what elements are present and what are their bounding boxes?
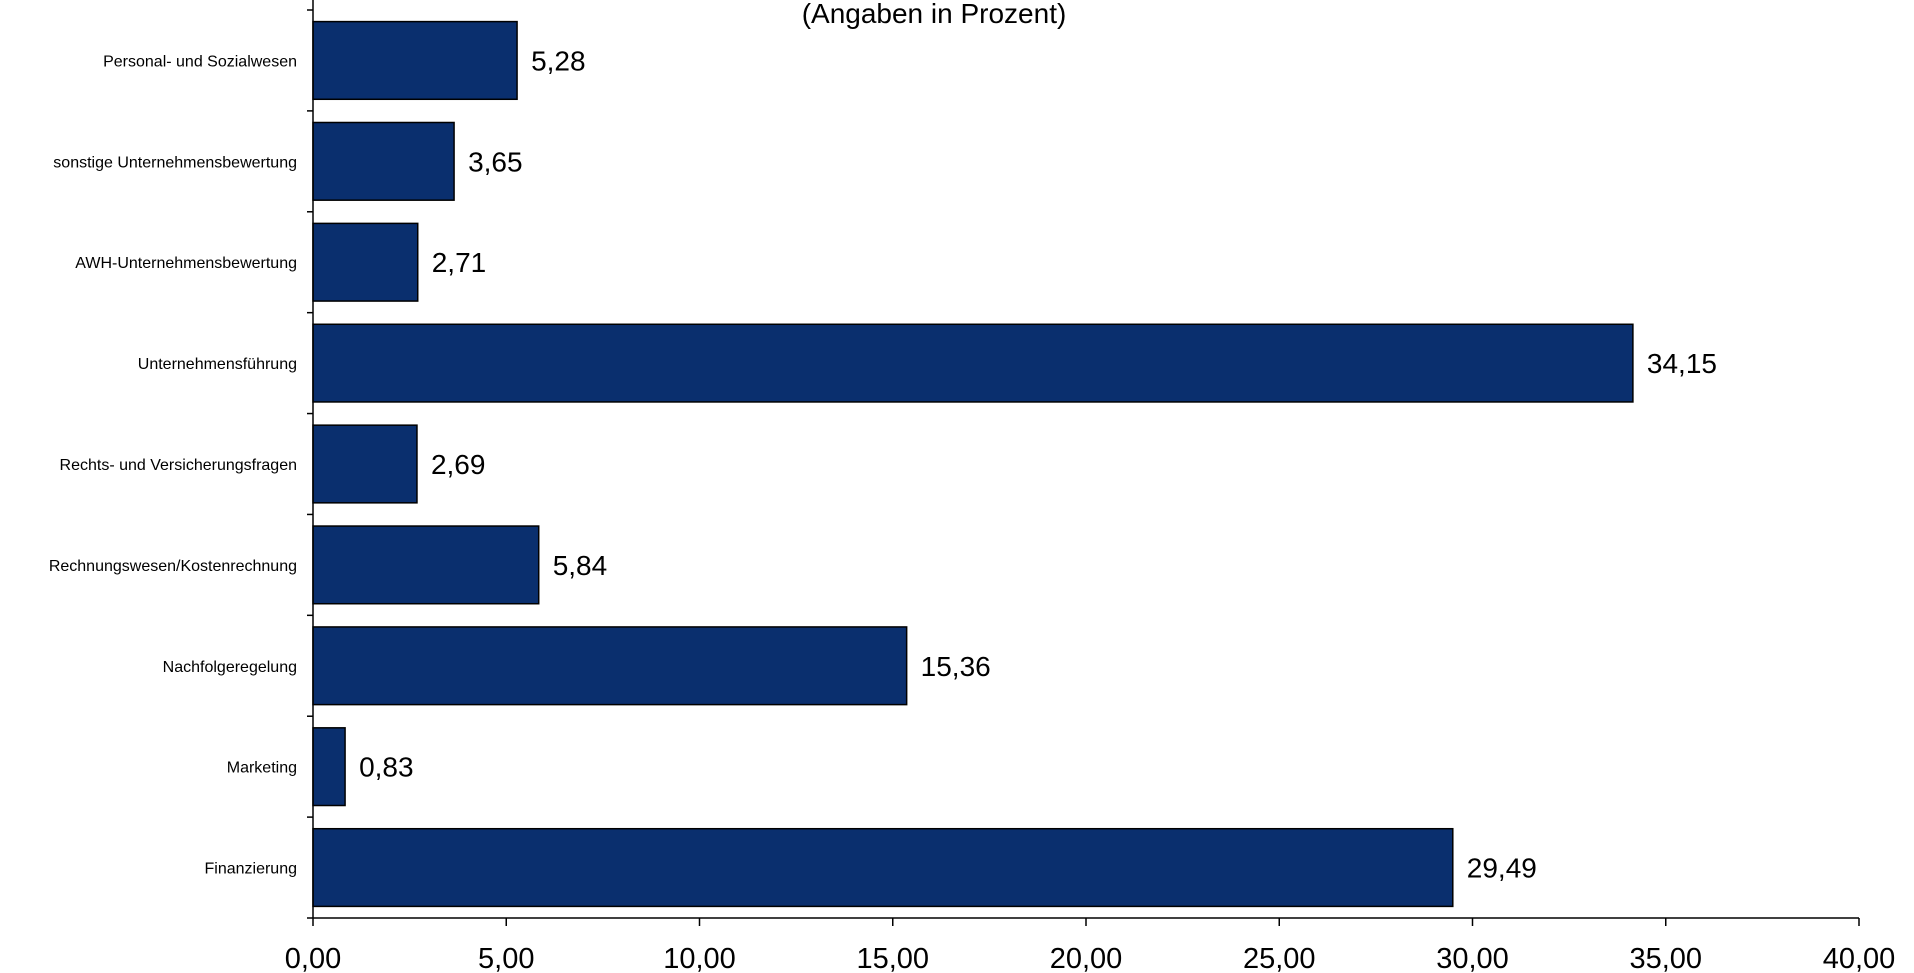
- value-label: 0,83: [359, 752, 414, 783]
- category-label: Rechts- und Versicherungsfragen: [60, 457, 297, 474]
- value-label: 5,84: [553, 550, 608, 581]
- category-label: Finanzierung: [205, 861, 298, 878]
- value-label: 29,49: [1467, 853, 1537, 884]
- x-tick-label: 25,00: [1243, 943, 1316, 973]
- value-label: 2,69: [431, 449, 486, 480]
- x-tick-label: 30,00: [1436, 943, 1509, 973]
- bar: [312, 727, 346, 807]
- x-tick-label: 35,00: [1629, 943, 1702, 973]
- category-label: Rechnungswesen/Kostenrechnung: [49, 558, 297, 575]
- category-label: Nachfolgeregelung: [163, 659, 297, 676]
- axes-group: 0,00 5,00 10,00 15,00 20,00 25,00 30,00 35,00 40…: [285, 0, 1896, 973]
- x-tick-label: 40,00: [1823, 943, 1896, 973]
- value-label: 3,65: [468, 146, 523, 177]
- category-label: Personal- und Sozialwesen: [103, 53, 297, 70]
- bars-group: Personal- und Sozialwesen 5,28 sonstige Un…: [49, 20, 1717, 908]
- value-label: 5,28: [531, 45, 586, 76]
- bar: [312, 121, 455, 201]
- category-label: AWH-Unternehmensbewertung: [75, 255, 297, 272]
- x-tick-label: 15,00: [856, 943, 929, 973]
- value-label: 34,15: [1647, 348, 1717, 379]
- bar: [312, 424, 418, 504]
- x-tick-label: 20,00: [1050, 943, 1123, 973]
- category-label: sonstige Unternehmensbewertung: [53, 154, 297, 171]
- category-label: Unternehmensführung: [138, 356, 297, 373]
- value-label: 15,36: [921, 651, 991, 682]
- x-tick-label: 0,00: [285, 943, 341, 973]
- value-label: 2,71: [432, 247, 487, 278]
- x-tick-label: 5,00: [478, 943, 534, 973]
- bar: [312, 827, 1454, 908]
- chart-subtitle: (Angaben in Prozent): [802, 0, 1067, 29]
- bar: [312, 323, 1634, 403]
- x-tick-label: 10,00: [663, 943, 736, 973]
- category-label: Marketing: [227, 760, 297, 777]
- bar: [312, 20, 518, 101]
- bar: [312, 222, 419, 302]
- bar: [312, 626, 908, 706]
- bar: [312, 525, 540, 605]
